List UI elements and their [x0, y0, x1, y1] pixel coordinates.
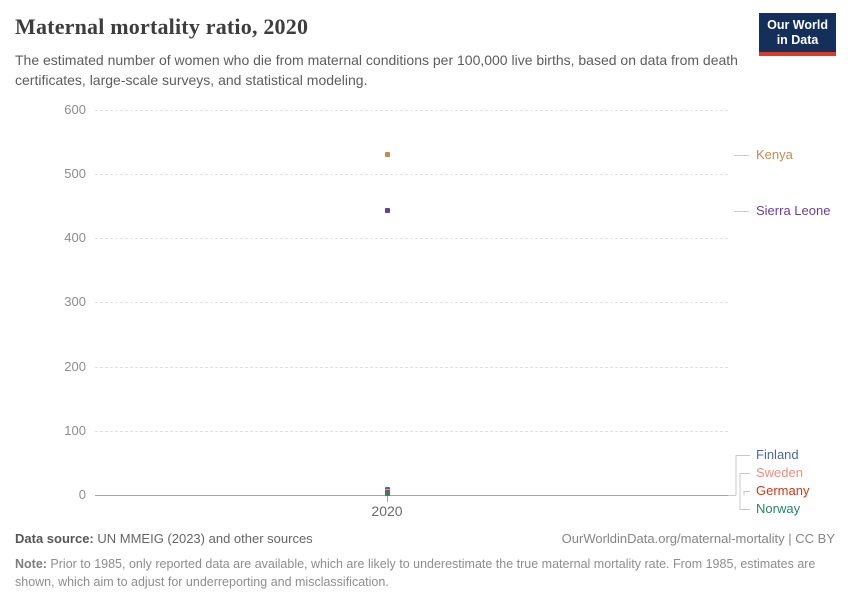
x-axis-line	[95, 495, 728, 496]
gridline-400	[95, 238, 728, 239]
footer-note: Note: Prior to 1985, only reported data …	[15, 555, 837, 591]
note-value: Prior to 1985, only reported data are av…	[15, 557, 816, 590]
gridline-200	[95, 367, 728, 368]
footer-datasource: Data source: UN MMEIG (2023) and other s…	[15, 531, 835, 546]
x-axis-tick	[387, 496, 388, 502]
gridline-600	[95, 110, 728, 111]
entity-label-sierra-leone[interactable]: Sierra Leone	[756, 203, 831, 218]
kenya-label-dash	[734, 155, 749, 156]
entity-label-sweden[interactable]: Sweden	[756, 465, 803, 480]
owid-logo[interactable]: Our World in Data	[759, 13, 836, 56]
entity-label-finland[interactable]: Finland	[756, 447, 799, 462]
data-point-norway	[385, 491, 390, 497]
page-title: Maternal mortality ratio, 2020	[15, 14, 309, 39]
y-tick-label-300: 300	[64, 294, 86, 309]
data-point-sierra-leone	[385, 208, 390, 214]
x-tick-label: 2020	[371, 503, 403, 519]
y-tick-label-200: 200	[64, 359, 86, 374]
entity-label-norway[interactable]: Norway	[756, 501, 801, 516]
owid-logo-line1: Our World	[767, 18, 828, 32]
note-label: Note:	[15, 557, 47, 571]
footer-link[interactable]: OurWorldinData.org/maternal-mortality | …	[561, 531, 835, 546]
chart-subtitle: The estimated number of women who die fr…	[15, 52, 738, 88]
owid-logo-line2: in Data	[776, 33, 819, 47]
y-tick-label-600: 600	[64, 102, 86, 117]
datasource-label: Data source:	[15, 531, 94, 546]
y-tick-label-100: 100	[64, 423, 86, 438]
gridline-500	[95, 174, 728, 175]
data-point-kenya	[385, 152, 390, 158]
sierra-leone-label-dash	[734, 211, 749, 212]
y-tick-label-400: 400	[64, 230, 86, 245]
datasource-value: UN MMEIG (2023) and other sources	[93, 531, 313, 546]
entity-label-germany[interactable]: Germany	[756, 483, 810, 498]
entity-label-kenya[interactable]: Kenya	[756, 147, 793, 162]
y-tick-label-500: 500	[64, 166, 86, 181]
gridline-300	[95, 302, 728, 303]
gridline-100	[95, 431, 728, 432]
y-tick-label-0: 0	[78, 487, 86, 502]
